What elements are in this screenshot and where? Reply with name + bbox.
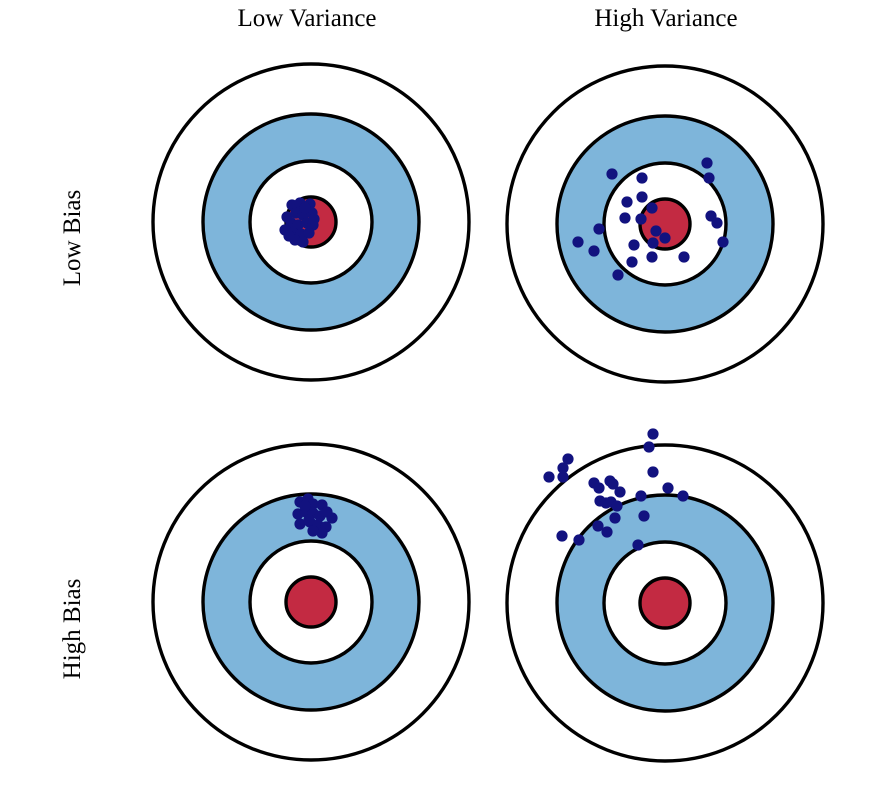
prediction-dot xyxy=(632,539,644,551)
prediction-dot xyxy=(659,232,671,244)
target-high-bias-high-variance xyxy=(505,428,825,763)
prediction-dot xyxy=(592,520,604,532)
prediction-dot xyxy=(593,482,605,494)
prediction-dot xyxy=(621,196,633,208)
prediction-dot xyxy=(643,441,655,453)
prediction-dot xyxy=(573,534,585,546)
prediction-dot xyxy=(299,202,311,214)
prediction-dot xyxy=(307,525,319,537)
prediction-dot xyxy=(606,168,618,180)
prediction-dot xyxy=(593,223,605,235)
prediction-dot xyxy=(626,256,638,268)
prediction-dot xyxy=(612,269,624,281)
prediction-dot xyxy=(701,157,713,169)
prediction-dot xyxy=(556,530,568,542)
prediction-dot xyxy=(646,202,658,214)
prediction-dot xyxy=(562,453,574,465)
prediction-dot xyxy=(543,471,555,483)
prediction-dot xyxy=(711,217,723,229)
target-low-bias-high-variance xyxy=(505,64,825,384)
prediction-dot xyxy=(703,172,715,184)
prediction-dot xyxy=(294,518,306,530)
prediction-dot xyxy=(628,239,640,251)
row-header-low-bias: Low Bias xyxy=(59,189,86,287)
prediction-dot xyxy=(609,512,621,524)
bullseye-center xyxy=(638,576,692,630)
prediction-dot xyxy=(292,219,304,231)
prediction-dot xyxy=(678,251,690,263)
prediction-dot xyxy=(299,500,311,512)
column-header-high-variance: High Variance xyxy=(594,5,738,32)
prediction-dot xyxy=(611,500,623,512)
column-header-low-variance: Low Variance xyxy=(237,5,377,32)
prediction-dot xyxy=(646,251,658,263)
prediction-dot xyxy=(316,527,328,539)
prediction-dot xyxy=(662,482,674,494)
prediction-dot xyxy=(557,471,569,483)
prediction-dot xyxy=(636,191,648,203)
prediction-dot xyxy=(588,245,600,257)
prediction-dot xyxy=(650,225,662,237)
prediction-dot xyxy=(607,478,619,490)
prediction-dot xyxy=(677,490,689,502)
prediction-dot xyxy=(635,213,647,225)
prediction-dot xyxy=(303,514,315,526)
prediction-dot xyxy=(635,490,647,502)
prediction-dot xyxy=(647,428,659,440)
prediction-dot xyxy=(297,236,309,248)
prediction-dot xyxy=(638,510,650,522)
row-header-high-bias: High Bias xyxy=(59,578,86,680)
bullseye-center xyxy=(284,575,338,629)
target-low-bias-low-variance xyxy=(151,62,471,382)
prediction-dot xyxy=(614,486,626,498)
prediction-dot xyxy=(303,227,315,239)
prediction-dot xyxy=(636,172,648,184)
prediction-dot xyxy=(308,213,320,225)
prediction-dot xyxy=(647,466,659,478)
prediction-dot xyxy=(283,230,295,242)
prediction-dot xyxy=(557,462,569,474)
prediction-dot xyxy=(572,236,584,248)
prediction-dot xyxy=(321,506,333,518)
prediction-dot xyxy=(647,237,659,249)
prediction-dot xyxy=(601,526,613,538)
target-high-bias-low-variance xyxy=(151,442,471,762)
prediction-dot xyxy=(619,212,631,224)
prediction-dot xyxy=(717,236,729,248)
